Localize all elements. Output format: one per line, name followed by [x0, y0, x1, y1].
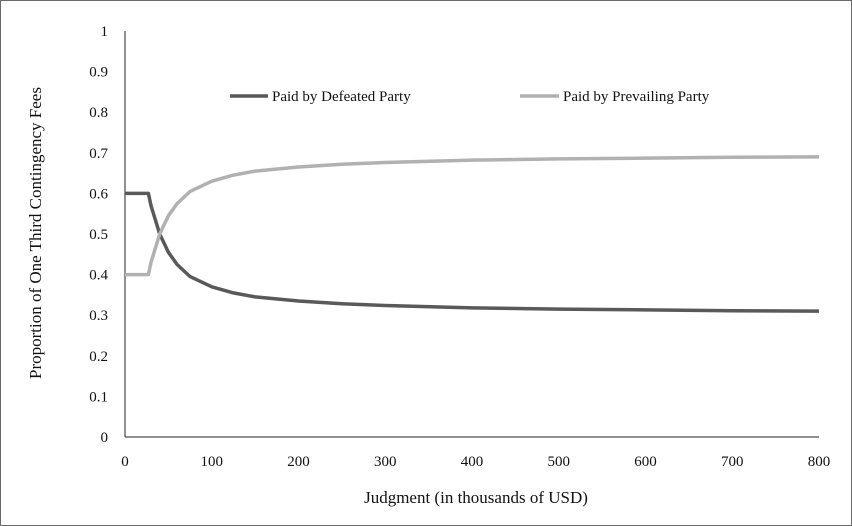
series-line-defeated — [125, 191, 820, 313]
y-tick-label: 0.8 — [89, 105, 108, 121]
y-axis-title: Proportion of One Third Contingency Fees — [26, 87, 45, 379]
series-line-prevailing — [125, 155, 820, 277]
x-tick-label: 200 — [287, 454, 310, 470]
y-tick-label: 0.7 — [89, 146, 108, 162]
y-tick-label: 0.5 — [89, 227, 108, 243]
legend: Paid by Defeated Party Paid by Prevailin… — [230, 89, 710, 105]
y-tick-label: 0.6 — [89, 186, 108, 202]
series-layer — [125, 155, 820, 313]
y-tick-label: 1 — [101, 24, 109, 40]
y-tick-label: 0.2 — [89, 349, 108, 365]
x-tick-label: 100 — [201, 454, 224, 470]
x-tick-label: 700 — [721, 454, 744, 470]
y-tick-label: 0.4 — [89, 268, 108, 284]
x-axis-ticks: 0 100 200 300 400 500 600 700 800 — [121, 454, 830, 470]
x-tick-label: 0 — [121, 454, 129, 470]
x-tick-label: 300 — [374, 454, 397, 470]
x-tick-label: 500 — [548, 454, 571, 470]
y-tick-label: 0.3 — [89, 308, 108, 324]
legend-label-prevailing: Paid by Prevailing Party — [563, 89, 710, 105]
x-tick-label: 400 — [461, 454, 484, 470]
y-tick-label: 0.9 — [89, 65, 108, 81]
legend-label-defeated: Paid by Defeated Party — [272, 89, 411, 105]
y-axis-ticks: 0 0.1 0.2 0.3 0.4 0.5 0.6 0.7 0.8 0.9 1 — [89, 24, 108, 446]
x-axis-title: Judgment (in thousands of USD) — [364, 488, 588, 507]
y-tick-label: 0.1 — [89, 389, 108, 405]
y-tick-label: 0 — [101, 430, 109, 446]
x-tick-label: 600 — [634, 454, 657, 470]
x-tick-label: 800 — [808, 454, 831, 470]
